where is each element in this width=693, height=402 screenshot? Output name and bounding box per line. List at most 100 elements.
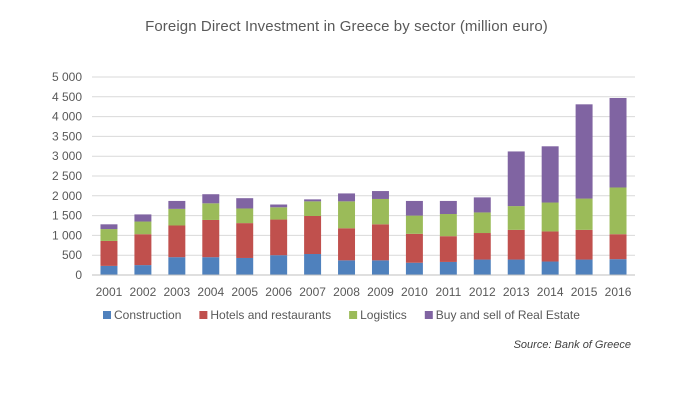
bar-segment: Buy and sell of Real Estate 2008: 200 — [338, 193, 356, 202]
legend-item: Logistics — [349, 308, 407, 322]
y-axis-tick-labels: 0 500 1 000 1 500 2 000 2 500 3 000 3 500 4 000 4… — [52, 70, 82, 282]
bar-segment: Hotels and restaurants 2014: 760 — [541, 231, 559, 262]
x-tick-label: 2009 — [367, 285, 394, 299]
x-axis-tick-labels: 2001 2002 2003 2004 2005 2006 2007 2008 2009 2010… — [96, 285, 632, 299]
y-tick-label: 2 000 — [52, 189, 82, 203]
y-tick-label: 1 000 — [52, 228, 82, 242]
bar-segment: Construction 2002: 250 — [134, 265, 152, 275]
bar-segment: Logistics 2014: 730 — [541, 202, 559, 232]
x-tick-label: 2002 — [130, 285, 157, 299]
bar-stack-2002: Construction 2002: 250Hotels and restaur… — [134, 214, 152, 275]
bar-stack-2007: Construction 2007: 530Hotels and restaur… — [304, 199, 322, 275]
bar-segment: Construction 2015: 390 — [575, 259, 593, 275]
x-tick-label: 2006 — [265, 285, 292, 299]
y-tick-label: 500 — [62, 248, 82, 262]
bar-segment: Construction 2013: 390 — [507, 259, 525, 275]
bar-stack-2016: Construction 2016: 400Hotels and restaur… — [609, 97, 627, 275]
legend-swatch — [424, 311, 433, 319]
bar-stack-2006: Construction 2006: 500Hotels and restaur… — [270, 204, 288, 275]
bar-segment: Logistics 2001: 300 — [100, 229, 118, 241]
bar-segment: Logistics 2012: 520 — [473, 212, 491, 234]
bar-segment: Logistics 2005: 370 — [236, 208, 254, 224]
bar-segment: Construction 2008: 370 — [338, 260, 356, 275]
y-tick-label: 0 — [75, 268, 82, 282]
bar-stack-2001: Construction 2001: 230Hotels and restaur… — [100, 224, 118, 275]
bar-segment: Buy and sell of Real Estate 2001: 120 — [100, 224, 118, 230]
bar-segment: Hotels and restaurants 2008: 810 — [338, 228, 356, 261]
x-tick-label: 2010 — [401, 285, 428, 299]
x-tick-label: 2007 — [299, 285, 326, 299]
x-tick-label: 2012 — [469, 285, 496, 299]
bar-stack-2008: Construction 2008: 370Hotels and restaur… — [338, 193, 356, 275]
legend-swatch — [103, 311, 111, 319]
y-tick-label: 3 500 — [52, 129, 82, 143]
bar-segment: Construction 2014: 340 — [541, 261, 559, 275]
bar-segment: Logistics 2009: 640 — [371, 198, 389, 225]
bar-segment: Construction 2003: 450 — [168, 257, 186, 275]
chart-title: Foreign Direct Investment in Greece by s… — [145, 18, 548, 35]
bar-segment: Logistics 2016: 1180 — [609, 187, 627, 235]
bar-stack-2012: Construction 2012: 390Hotels and restaur… — [473, 197, 491, 275]
bar-segment: Hotels and restaurants 2004: 940 — [202, 219, 220, 258]
bar-stack-2005: Construction 2005: 430Hotels and restaur… — [236, 198, 254, 275]
x-tick-label: 2004 — [197, 285, 224, 299]
bar-segment: Buy and sell of Real Estate 2007: 50 — [304, 199, 322, 202]
legend-label: Construction — [114, 308, 181, 322]
bar-segment: Logistics 2011: 560 — [439, 214, 457, 237]
bar-stack-2004: Construction 2004: 450Hotels and restaur… — [202, 194, 220, 275]
bar-stack-2009: Construction 2009: 370Hotels and restaur… — [371, 191, 389, 275]
bar-stack-2010: Construction 2010: 310Hotels and restaur… — [405, 200, 423, 275]
x-tick-label: 2013 — [503, 285, 530, 299]
legend-swatch — [349, 311, 358, 319]
bar-segment: Buy and sell of Real Estate 2006: 70 — [270, 204, 288, 208]
legend-swatch — [199, 311, 208, 319]
legend: Construction Hotels and restaurants Logist… — [103, 308, 580, 322]
bar-segment: Logistics 2008: 680 — [338, 201, 356, 229]
bar-segment: Logistics 2007: 370 — [304, 201, 322, 216]
legend-label: Buy and sell of Real Estate — [436, 308, 580, 322]
x-tick-label: 2001 — [96, 285, 123, 299]
bar-segment: Hotels and restaurants 2012: 670 — [473, 233, 491, 260]
bar-segment: Logistics 2013: 600 — [507, 206, 525, 230]
bar-segment: Buy and sell of Real Estate 2005: 260 — [236, 198, 254, 209]
bar-segment: Hotels and restaurants 2005: 880 — [236, 223, 254, 258]
bar-segment: Hotels and restaurants 2007: 960 — [304, 215, 322, 255]
bars: Construction 2001: 230 Hotels and restaur… — [100, 97, 627, 275]
bar-segment: Hotels and restaurants 2009: 910 — [371, 224, 389, 261]
bar-stack-2015: Construction 2015: 390Hotels and restaur… — [575, 104, 593, 275]
bar-segment: Hotels and restaurants 2016: 630 — [609, 234, 627, 260]
bar-segment: Construction 2012: 390 — [473, 259, 491, 275]
legend-label: Hotels and restaurants — [210, 308, 331, 322]
bar-segment: Hotels and restaurants 2010: 730 — [405, 233, 423, 263]
bar-segment: Construction 2016: 400 — [609, 259, 627, 275]
bar-segment: Hotels and restaurants 2015: 750 — [575, 229, 593, 260]
bar-stack-2013: Construction 2013: 390Hotels and restaur… — [507, 151, 525, 275]
bar-segment: Construction 2010: 310 — [405, 262, 423, 275]
y-tick-label: 4 500 — [52, 90, 82, 104]
legend-item: Hotels and restaurants — [199, 308, 331, 322]
x-tick-label: 2003 — [163, 285, 190, 299]
bar-stack-2014: Construction 2014: 340Hotels and restaur… — [541, 146, 559, 275]
bar-segment: Construction 2006: 500 — [270, 255, 288, 275]
bar-segment: Construction 2004: 450 — [202, 257, 220, 275]
bar-segment: Hotels and restaurants 2003: 800 — [168, 225, 186, 258]
bar-segment: Buy and sell of Real Estate 2016: 2260 — [609, 97, 627, 188]
x-tick-label: 2005 — [231, 285, 258, 299]
source-note: Source: Bank of Greece — [513, 339, 631, 351]
y-tick-label: 1 500 — [52, 209, 82, 223]
bar-segment: Hotels and restaurants 2006: 900 — [270, 219, 288, 256]
legend-item: Construction — [103, 308, 181, 322]
bar-stack-2011: Construction 2011: 330Hotels and restaur… — [439, 200, 457, 275]
bar-segment: Logistics 2003: 420 — [168, 208, 186, 226]
x-tick-label: 2014 — [537, 285, 564, 299]
bar-segment: Logistics 2002: 320 — [134, 221, 152, 235]
bar-segment: Hotels and restaurants 2011: 650 — [439, 236, 457, 262]
legend-item: Buy and sell of Real Estate — [424, 308, 580, 322]
bar-segment: Buy and sell of Real Estate 2004: 230 — [202, 194, 220, 204]
bar-segment: Hotels and restaurants 2002: 780 — [134, 234, 152, 266]
x-tick-label: 2016 — [605, 285, 632, 299]
bar-segment: Construction 2001: 230 — [100, 265, 118, 275]
bar-segment: Construction 2005: 430 — [236, 257, 254, 275]
bar-segment: Buy and sell of Real Estate 2002: 180 — [134, 214, 152, 222]
